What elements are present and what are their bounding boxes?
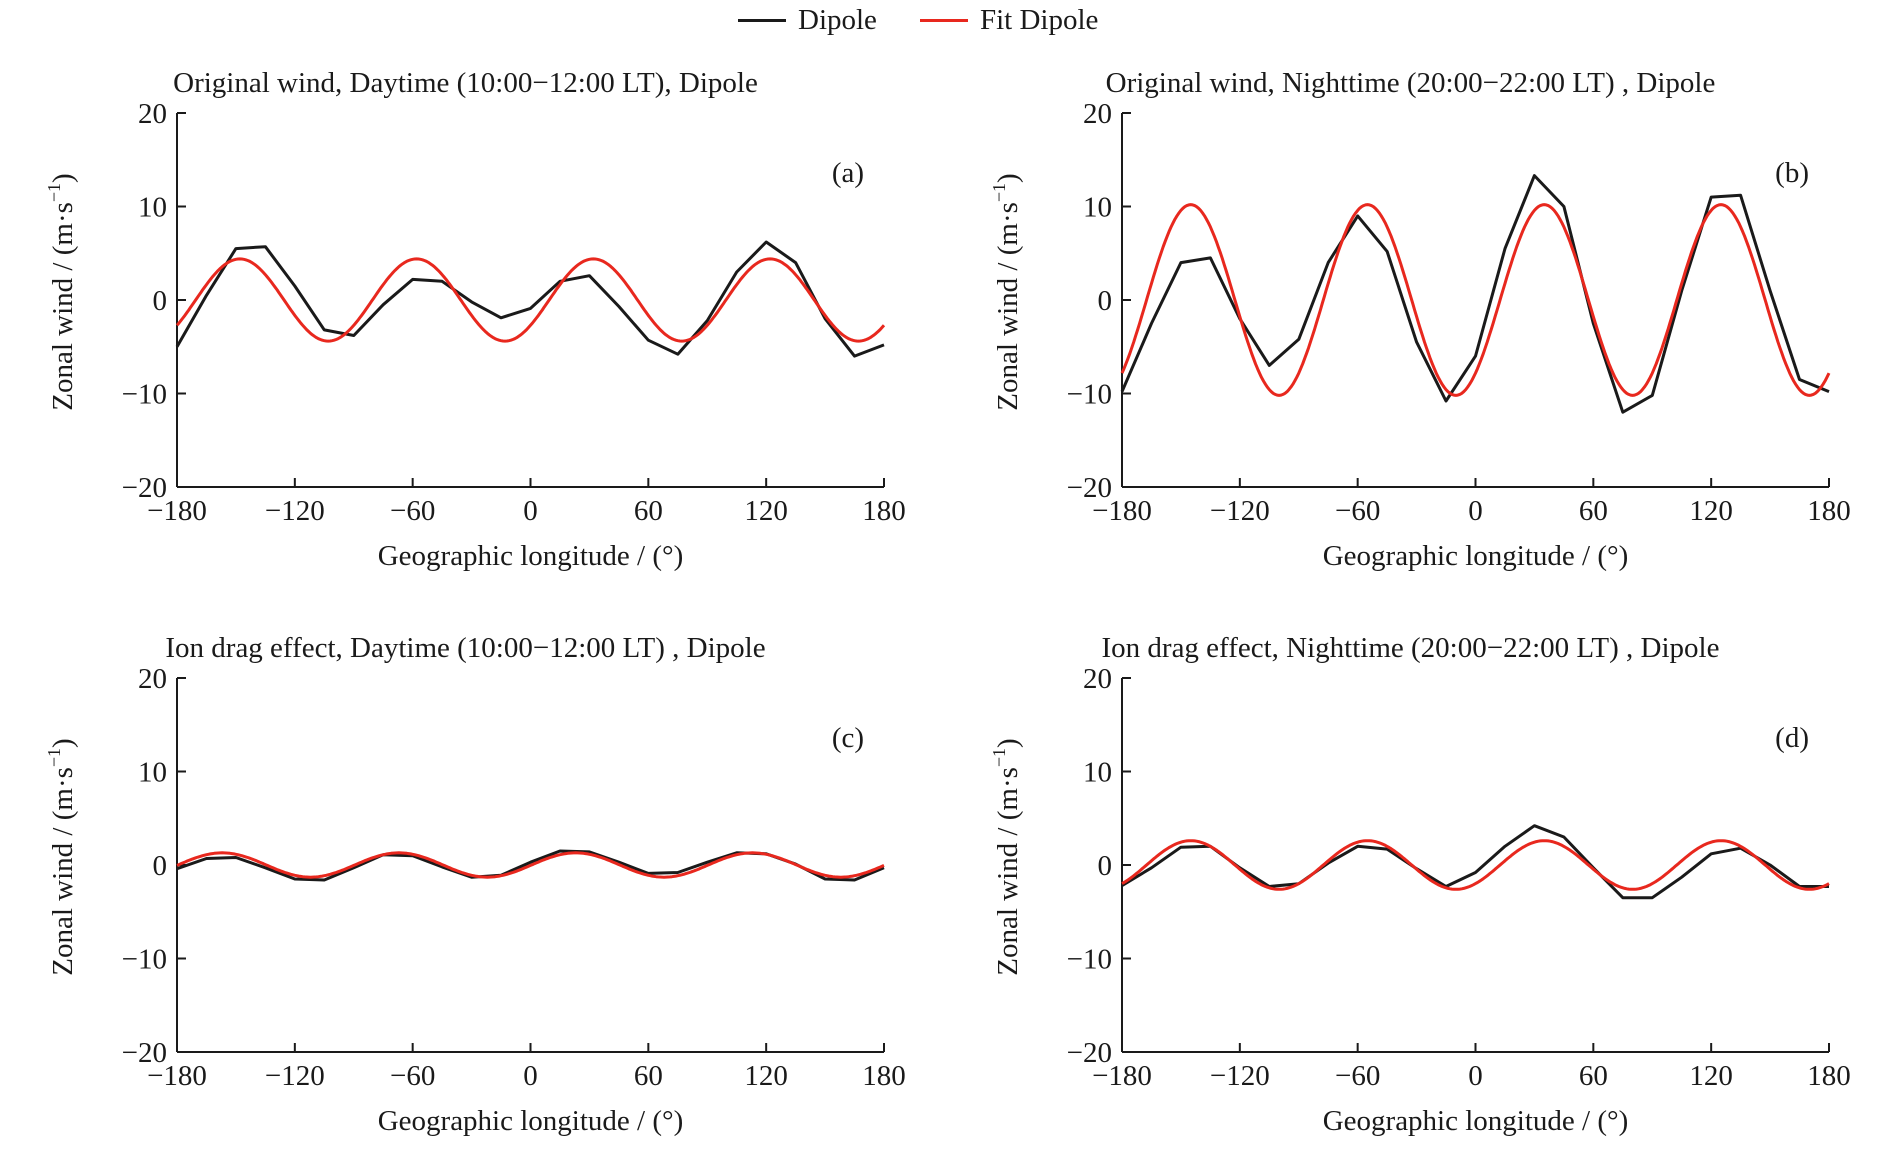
chart-panel-b: Original wind, Nighttime (20:00−22:00 LT…	[945, 50, 1890, 590]
x-tick-label: −180	[147, 1060, 207, 1092]
y-tick-label: −10	[1067, 379, 1112, 411]
legend-label-fit-dipole: Fit Dipole	[980, 3, 1099, 36]
y-tick-label: 0	[1098, 285, 1113, 317]
x-tick-label: −120	[265, 495, 325, 527]
x-tick-label: 180	[862, 495, 906, 527]
chart-a: Original wind, Daytime (10:00−12:00 LT),…	[44, 67, 906, 572]
x-tick-label: −60	[390, 1060, 435, 1092]
y-tick-label: 10	[138, 757, 167, 789]
x-tick-label: 0	[523, 495, 538, 527]
y-tick-label: −20	[1067, 1037, 1112, 1069]
panel-label: (c)	[832, 722, 864, 754]
chart-title: Original wind, Nighttime (20:00−22:00 LT…	[1106, 67, 1716, 99]
y-tick-label: 10	[1083, 757, 1112, 789]
x-tick-label: 120	[744, 1060, 788, 1092]
x-tick-label: 0	[1468, 1060, 1483, 1092]
y-axis-label-main: Zonal wind / (m·s	[47, 202, 79, 411]
legend-swatch-dipole	[738, 18, 786, 22]
chart-b: Original wind, Nighttime (20:00−22:00 LT…	[989, 67, 1851, 572]
x-tick-label: 60	[634, 1060, 663, 1092]
y-tick-label: −10	[122, 379, 167, 411]
y-axis-label: Zonal wind / (m·s−1)	[44, 173, 79, 410]
series-line-dipole	[1121, 824, 1829, 900]
x-tick-label: −60	[1335, 495, 1380, 527]
y-tick-label: 20	[138, 98, 167, 130]
y-tick-label: 0	[1098, 850, 1113, 882]
y-tick-label: −20	[1067, 472, 1112, 504]
y-axis-label-sup: −1	[44, 748, 64, 767]
y-tick-label: −20	[122, 1037, 167, 1069]
x-axis-label: Geographic longitude / (°)	[1323, 1105, 1629, 1137]
series-line-fit-dipole	[1121, 839, 1830, 891]
x-tick-label: 0	[1468, 495, 1483, 527]
y-axis-label-sup: −1	[989, 748, 1009, 767]
series-line-dipole	[1120, 174, 1830, 414]
series-line-fit-dipole	[176, 851, 885, 879]
chart-panel-a: Original wind, Daytime (10:00−12:00 LT),…	[0, 50, 945, 590]
y-axis-label-tail: )	[992, 173, 1024, 183]
chart-title: Ion drag effect, Daytime (10:00−12:00 LT…	[165, 632, 765, 664]
y-axis-label-main: Zonal wind / (m·s	[47, 767, 79, 976]
chart-d: Ion drag effect, Nighttime (20:00−22:00 …	[989, 632, 1851, 1137]
panel-label: (a)	[832, 157, 864, 189]
panel-label: (d)	[1775, 722, 1809, 754]
legend-label-dipole: Dipole	[798, 3, 877, 36]
series-line-dipole	[175, 240, 885, 358]
x-tick-label: 0	[523, 1060, 538, 1092]
x-tick-label: 60	[634, 495, 663, 527]
chart-panel-d: Ion drag effect, Nighttime (20:00−22:00 …	[945, 615, 1890, 1155]
y-axis-label-main: Zonal wind / (m·s	[992, 767, 1024, 976]
x-axis-label: Geographic longitude / (°)	[378, 1105, 684, 1137]
x-axis-label: Geographic longitude / (°)	[378, 540, 684, 572]
legend-item-fit-dipole: Fit Dipole	[920, 0, 1098, 40]
y-tick-label: 20	[1083, 98, 1112, 130]
y-tick-label: −10	[122, 944, 167, 976]
x-tick-label: −180	[147, 495, 207, 527]
x-axis-label: Geographic longitude / (°)	[1323, 540, 1629, 572]
y-tick-label: 0	[153, 285, 168, 317]
x-tick-label: 180	[1807, 1060, 1851, 1092]
x-tick-label: −180	[1092, 1060, 1152, 1092]
chart-title: Ion drag effect, Nighttime (20:00−22:00 …	[1102, 632, 1720, 664]
x-tick-label: −180	[1092, 495, 1152, 527]
y-axis-label: Zonal wind / (m·s−1)	[44, 738, 79, 975]
chart-title: Original wind, Daytime (10:00−12:00 LT),…	[173, 67, 758, 99]
y-axis-label: Zonal wind / (m·s−1)	[989, 173, 1024, 410]
x-tick-label: −60	[1335, 1060, 1380, 1092]
chart-panel-c: Ion drag effect, Daytime (10:00−12:00 LT…	[0, 615, 945, 1155]
y-tick-label: 20	[1083, 663, 1112, 695]
y-tick-label: −20	[122, 472, 167, 504]
x-tick-label: −60	[390, 495, 435, 527]
y-tick-label: 10	[1083, 192, 1112, 224]
legend-swatch-fit-dipole	[920, 18, 968, 22]
y-axis-label-tail: )	[47, 173, 79, 183]
y-tick-label: 10	[138, 192, 167, 224]
x-tick-label: −120	[1210, 1060, 1270, 1092]
y-axis-label-main: Zonal wind / (m·s	[992, 202, 1024, 411]
y-axis-label-tail: )	[47, 738, 79, 748]
x-tick-label: 120	[1689, 495, 1733, 527]
panel-label: (b)	[1775, 157, 1809, 189]
y-tick-label: 20	[138, 663, 167, 695]
x-tick-label: 180	[862, 1060, 906, 1092]
x-tick-label: 120	[744, 495, 788, 527]
chart-c: Ion drag effect, Daytime (10:00−12:00 LT…	[44, 632, 906, 1137]
x-tick-label: 60	[1579, 1060, 1608, 1092]
x-tick-label: 120	[1689, 1060, 1733, 1092]
y-axis-label-sup: −1	[989, 183, 1009, 202]
x-tick-label: −120	[1210, 495, 1270, 527]
x-tick-label: 60	[1579, 495, 1608, 527]
y-tick-label: 0	[153, 850, 168, 882]
legend-item-dipole: Dipole	[738, 0, 877, 40]
x-tick-label: −120	[265, 1060, 325, 1092]
y-tick-label: −10	[1067, 944, 1112, 976]
series-line-fit-dipole	[175, 257, 886, 343]
y-axis-label-sup: −1	[44, 183, 64, 202]
x-tick-label: 180	[1807, 495, 1851, 527]
y-axis-label: Zonal wind / (m·s−1)	[989, 738, 1024, 975]
y-axis-label-tail: )	[992, 738, 1024, 748]
series-line-fit-dipole	[1120, 203, 1831, 397]
legend: Dipole Fit Dipole	[0, 0, 1890, 46]
